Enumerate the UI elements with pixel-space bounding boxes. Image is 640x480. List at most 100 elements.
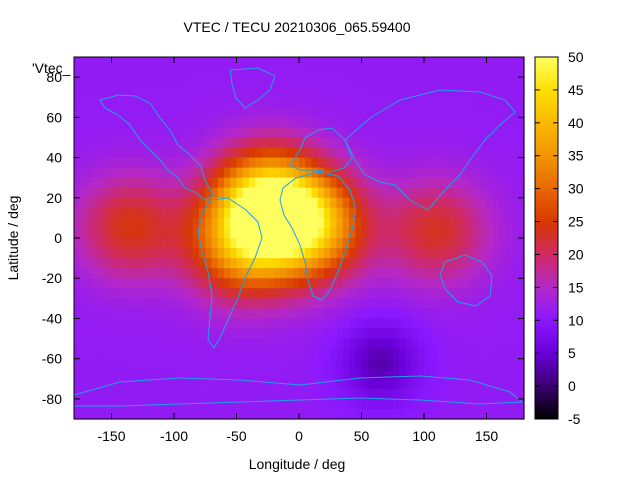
heatmap-cell — [211, 197, 219, 209]
heatmap-cell — [255, 77, 263, 88]
heatmap-cell — [349, 288, 356, 299]
heatmap-cell — [130, 358, 138, 370]
heatmap-cell — [474, 227, 481, 239]
heatmap-cell — [374, 338, 381, 350]
heatmap-cell — [236, 57, 244, 68]
heatmap-cell — [505, 338, 513, 350]
heatmap-cell — [505, 388, 513, 400]
heatmap-cell — [355, 338, 363, 350]
heatmap-cell — [455, 157, 463, 169]
heatmap-cell — [430, 207, 438, 219]
heatmap-cell — [292, 127, 300, 139]
heatmap-cell — [499, 238, 506, 249]
heatmap-cell — [374, 57, 381, 68]
heatmap-cell — [161, 77, 169, 88]
heatmap-cell — [430, 278, 438, 289]
heatmap-cell — [517, 348, 525, 360]
heatmap-cell — [449, 227, 456, 239]
heatmap-cell — [424, 248, 431, 259]
heatmap-cell — [86, 268, 94, 279]
heatmap-cell — [161, 57, 169, 68]
heatmap-cell — [430, 308, 438, 320]
heatmap-cell — [442, 278, 450, 289]
heatmap-cell — [130, 67, 138, 78]
heatmap-cell — [224, 217, 231, 229]
heatmap-cell — [305, 217, 313, 229]
heatmap-cell — [117, 217, 125, 229]
heatmap-cell — [367, 157, 375, 169]
heatmap-cell — [230, 147, 238, 159]
heatmap-cell — [442, 328, 450, 340]
heatmap-cell — [124, 248, 131, 259]
heatmap-cell — [80, 308, 88, 320]
heatmap-cell — [136, 338, 144, 350]
y-tick-label: -20 — [42, 270, 62, 286]
heatmap-cell — [436, 197, 444, 209]
heatmap-cell — [355, 288, 363, 299]
heatmap-cell — [361, 328, 369, 340]
heatmap-cell — [261, 278, 269, 289]
heatmap-cell — [124, 278, 131, 289]
heatmap-cell — [436, 167, 444, 179]
heatmap-cell — [105, 268, 113, 279]
heatmap-cell — [305, 248, 313, 259]
heatmap-cell — [149, 268, 156, 279]
heatmap-cell — [267, 288, 275, 299]
heatmap-cell — [136, 197, 144, 209]
heatmap-cell — [405, 288, 413, 299]
heatmap-cell — [92, 157, 100, 169]
heatmap-cell — [461, 408, 469, 420]
heatmap-cell — [174, 107, 181, 118]
heatmap-cell — [111, 398, 119, 410]
heatmap-cell — [261, 57, 269, 68]
heatmap-cell — [517, 97, 525, 108]
heatmap-cell — [249, 328, 256, 340]
heatmap-cell — [299, 278, 306, 289]
heatmap-cell — [417, 87, 425, 98]
heatmap-cell — [274, 87, 281, 98]
heatmap-cell — [492, 67, 500, 78]
heatmap-cell — [124, 197, 131, 209]
heatmap-cell — [205, 57, 213, 68]
heatmap-cell — [86, 67, 94, 78]
heatmap-cell — [417, 288, 425, 299]
heatmap-cell — [386, 338, 394, 350]
heatmap-cell — [336, 57, 344, 68]
heatmap-cell — [380, 57, 388, 68]
heatmap-cell — [274, 67, 281, 78]
heatmap-cell — [174, 248, 181, 259]
heatmap-cell — [205, 308, 213, 320]
heatmap-cell — [392, 87, 400, 98]
heatmap-cell — [286, 67, 294, 78]
heatmap-cell — [436, 207, 444, 219]
heatmap-cell — [367, 368, 375, 380]
heatmap-cell — [392, 258, 400, 269]
heatmap-cell — [80, 248, 88, 259]
heatmap-cell — [342, 298, 350, 309]
heatmap-cell — [155, 67, 163, 78]
heatmap-cell — [380, 87, 388, 98]
heatmap-cell — [255, 258, 263, 269]
heatmap-cell — [192, 348, 200, 360]
heatmap-cell — [311, 217, 319, 229]
heatmap-cell — [274, 238, 281, 249]
heatmap-cell — [117, 268, 125, 279]
heatmap-cell — [124, 57, 131, 68]
heatmap-cell — [417, 328, 425, 340]
heatmap-cell — [230, 278, 238, 289]
heatmap-cell — [242, 57, 250, 68]
heatmap-cell — [474, 87, 481, 98]
heatmap-cell — [424, 97, 431, 108]
heatmap-cell — [336, 318, 344, 330]
heatmap-cell — [267, 167, 275, 179]
heatmap-cell — [499, 318, 506, 330]
heatmap-cell — [124, 368, 131, 380]
heatmap-cell — [74, 207, 81, 219]
colorbar-tick-label: 15 — [568, 279, 584, 295]
heatmap-cell — [155, 328, 163, 340]
heatmap-cell — [174, 127, 181, 139]
heatmap-cell — [249, 408, 256, 420]
heatmap-cell — [442, 207, 450, 219]
heatmap-cell — [286, 408, 294, 420]
